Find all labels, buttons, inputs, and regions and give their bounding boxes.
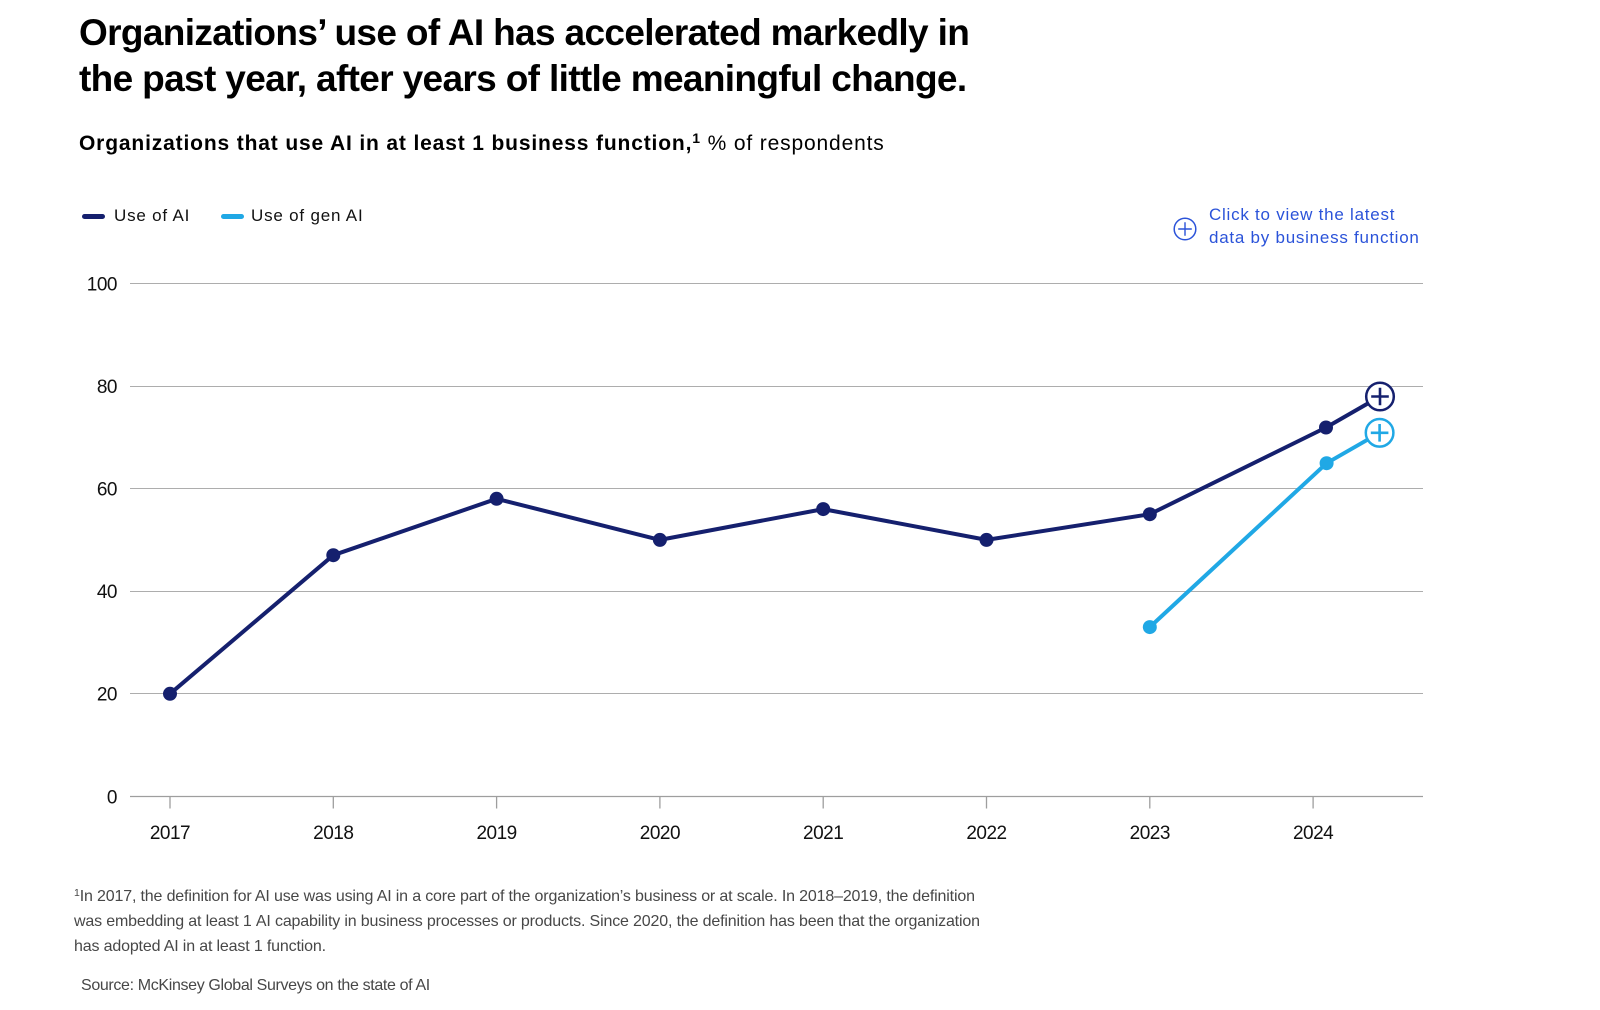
svg-text:2017: 2017: [150, 823, 190, 844]
svg-text:2020: 2020: [640, 823, 680, 844]
svg-text:2024: 2024: [1293, 823, 1334, 844]
svg-text:80: 80: [97, 377, 117, 398]
svg-text:20: 20: [97, 685, 117, 706]
svg-text:100: 100: [87, 274, 117, 295]
svg-text:40: 40: [97, 582, 117, 603]
svg-text:0: 0: [107, 787, 117, 808]
svg-text:2021: 2021: [803, 823, 843, 844]
svg-text:60: 60: [97, 480, 117, 501]
svg-text:2022: 2022: [966, 823, 1006, 844]
svg-text:2018: 2018: [313, 823, 353, 844]
svg-text:2019: 2019: [476, 823, 516, 844]
svg-text:2023: 2023: [1130, 823, 1170, 844]
